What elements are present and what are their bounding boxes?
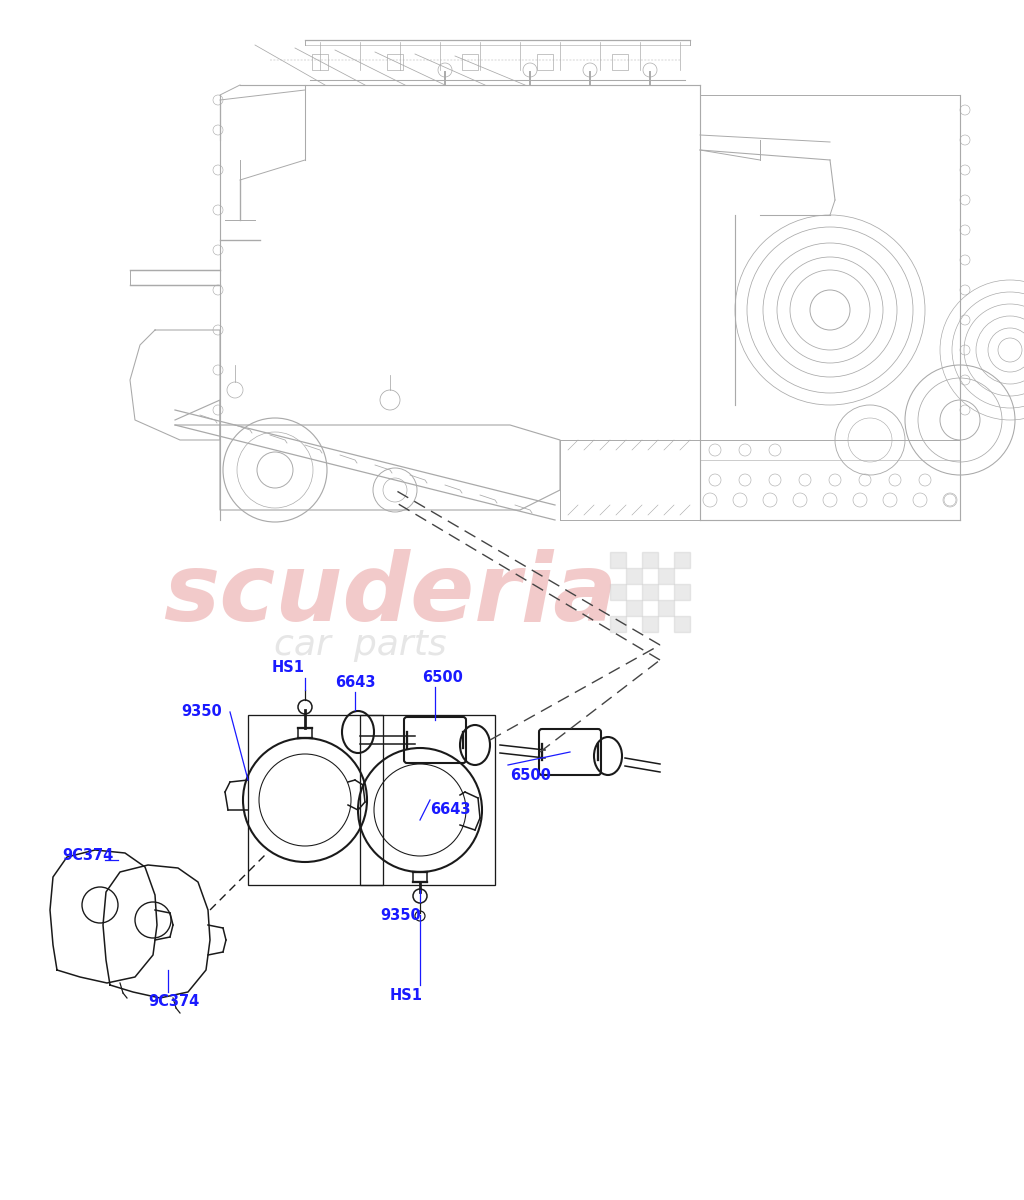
Bar [462,54,478,70]
Text: 9C374: 9C374 [62,847,114,863]
Text: scuderia: scuderia [163,550,617,641]
Text: HS1: HS1 [390,988,423,1002]
Bar [674,584,690,600]
Bar [610,616,626,632]
Text: 9C374: 9C374 [148,995,200,1009]
Bar [360,715,495,886]
Bar [610,584,626,600]
Bar [387,54,403,70]
Bar [626,600,642,616]
Bar [537,54,553,70]
Bar [642,552,658,568]
Text: 6643: 6643 [335,674,376,690]
Bar [248,715,383,886]
Bar [610,552,626,568]
Text: 6500: 6500 [510,768,551,782]
Text: 6500: 6500 [422,670,463,685]
Bar [312,54,328,70]
Bar [674,616,690,632]
Bar [658,568,674,584]
Bar [612,54,628,70]
Text: car  parts: car parts [273,628,446,662]
Text: 9350: 9350 [380,907,421,923]
Bar [674,552,690,568]
Text: HS1: HS1 [271,660,304,674]
Bar [658,600,674,616]
Bar [642,616,658,632]
Bar [626,568,642,584]
Bar [642,584,658,600]
Text: 6643: 6643 [430,803,470,817]
Text: 9350: 9350 [181,704,222,720]
